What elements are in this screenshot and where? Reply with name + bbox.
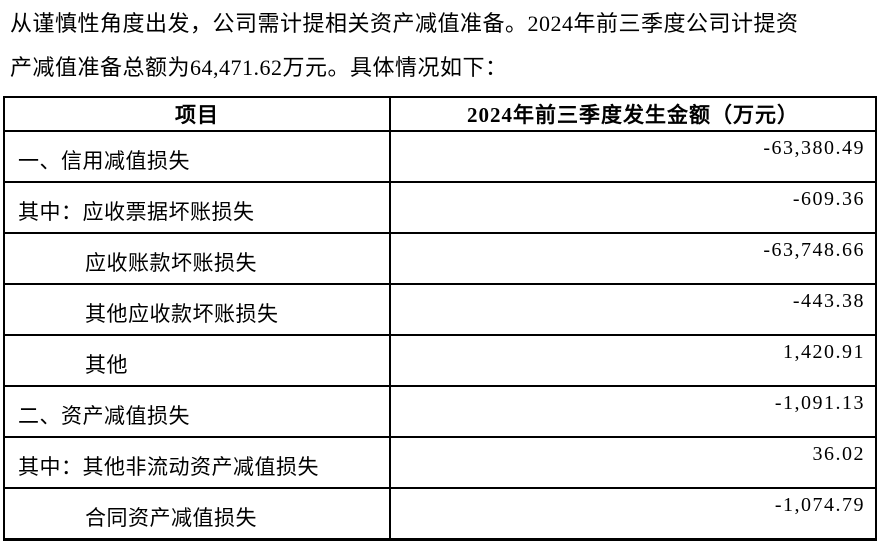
row-label-cell: 应收账款坏账损失 [5,234,391,283]
header-cell-amount: 2024年前三季度发生金额（万元） [467,103,799,127]
row-label-cell: 其中：应收票据坏账损失 [5,183,391,232]
row-value-cell: -63,380.49 [391,132,875,181]
row-label: 其他应收款坏账损失 [85,302,279,326]
row-value: -1,074.79 [774,494,865,516]
row-value-cell: 36.02 [391,438,875,487]
row-value: -443.38 [792,290,865,312]
row-value: -609.36 [792,188,865,210]
intro-line: 产减值准备总额为64,471.62万元。具体情况如下： [10,55,508,80]
row-label-cell: 合同资产减值损失 [5,489,391,538]
table-row: 二、资产减值损失 -1,091.13 [5,385,875,436]
row-value: -63,748.66 [763,239,865,261]
table-row: 其中：其他非流动资产减值损失 36.02 [5,436,875,487]
row-value-cell: 1,420.91 [391,336,875,385]
row-value-cell: -1,091.13 [391,387,875,436]
row-label-cell: 其中：其他非流动资产减值损失 [5,438,391,487]
row-value-cell: -63,748.66 [391,234,875,283]
impairment-table: 项目 2024年前三季度发生金额（万元） 一、信用减值损失 -63,380.49… [3,96,877,541]
row-label-cell: 二、资产减值损失 [5,387,391,436]
table-row: 其他 1,420.91 [5,334,875,385]
table-row: 一、信用减值损失 -63,380.49 [5,130,875,181]
row-label-cell: 一、信用减值损失 [5,132,391,181]
table-header-row: 项目 2024年前三季度发生金额（万元） [5,98,875,130]
row-label: 其中：应收票据坏账损失 [18,200,255,224]
row-label: 其他 [85,353,128,377]
row-value: 36.02 [812,443,865,465]
row-value: -63,380.49 [763,137,865,159]
row-label-cell: 其他 [5,336,391,385]
row-label-cell: 其他应收款坏账损失 [5,285,391,334]
table-row: 合同资产减值损失 -1,074.79 [5,487,875,538]
intro-paragraph: 从谨慎性角度出发，公司需计提相关资产减值准备。2024年前三季度公司计提资 产减… [0,0,883,90]
row-label: 合同资产减值损失 [85,506,257,530]
row-label: 其中：其他非流动资产减值损失 [18,455,319,479]
header-cell-item: 项目 [5,98,391,130]
table-row: 其中：应收票据坏账损失 -609.36 [5,181,875,232]
row-value: 1,420.91 [783,341,865,363]
table-row: 应收账款坏账损失 -63,748.66 [5,232,875,283]
row-value-cell: -443.38 [391,285,875,334]
row-label: 一、信用减值损失 [18,149,190,173]
row-value-cell: -1,074.79 [391,489,875,538]
row-value-cell: -609.36 [391,183,875,232]
row-label: 应收账款坏账损失 [85,251,257,275]
table-row: 其他应收款坏账损失 -443.38 [5,283,875,334]
row-label: 二、资产减值损失 [18,404,190,428]
intro-line: 从谨慎性角度出发，公司需计提相关资产减值准备。2024年前三季度公司计提资 [10,11,799,36]
row-value: -1,091.13 [774,392,865,414]
